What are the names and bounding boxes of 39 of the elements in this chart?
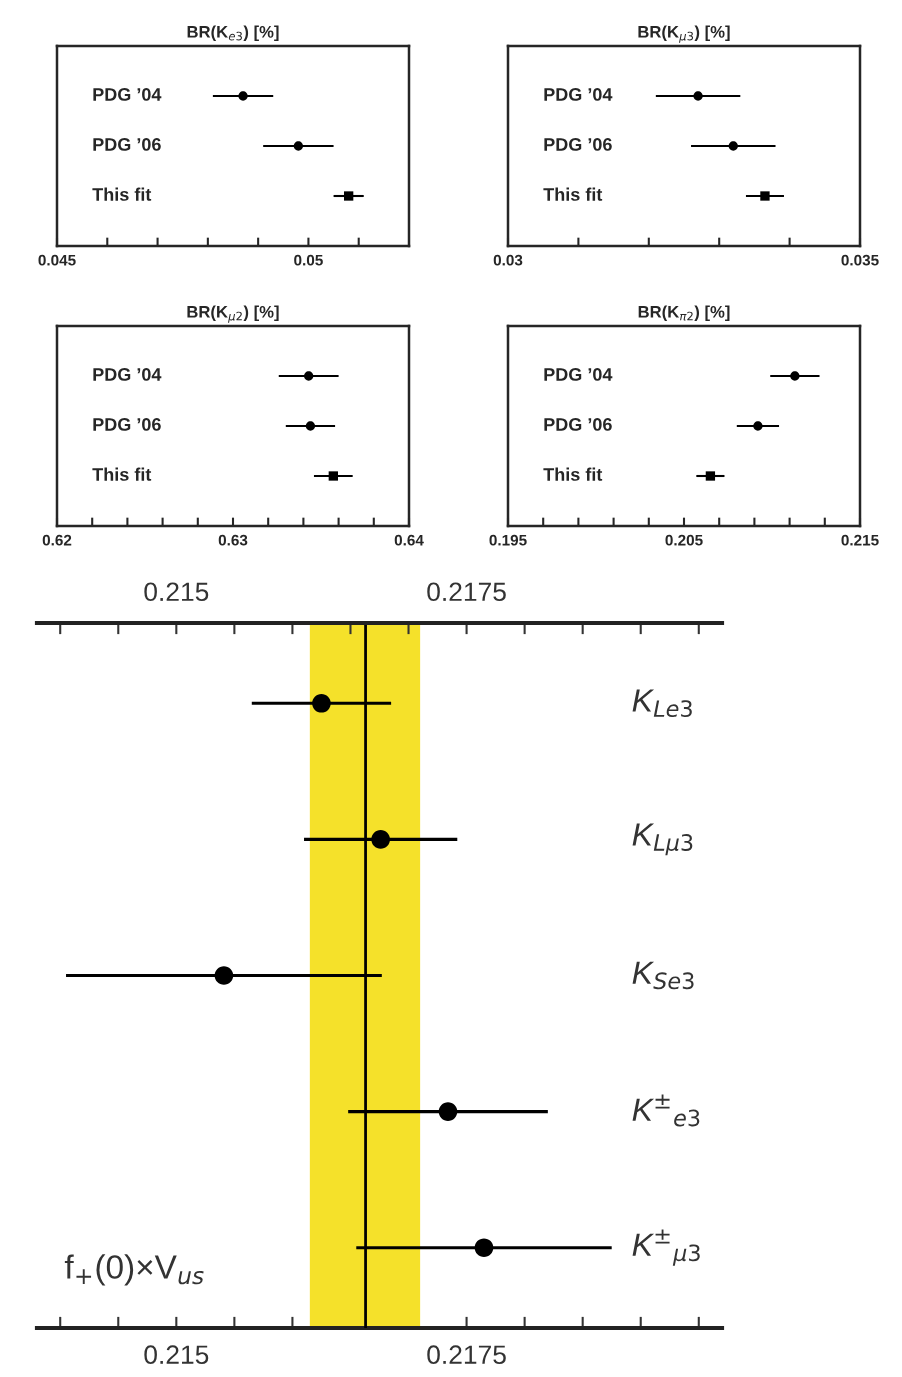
- y-tick-label: This fit: [543, 467, 603, 481]
- y-tick-label: This fit: [92, 187, 152, 201]
- y-tick-label: K$^{±}$$_{μ3}$: [632, 1229, 700, 1266]
- annotation: f$_{+}$(0)×V$_{us}$: [64, 1254, 204, 1286]
- x-tick-label: 0.62: [42, 534, 72, 546]
- chart-title: BR(K$_{μ3}$) [%]: [638, 25, 730, 43]
- y-tick-label: PDG ’04: [544, 368, 613, 381]
- y-tick-label: K$^{±}$$_{e3}$: [632, 1094, 700, 1127]
- x-tick-label: 0.195: [489, 534, 527, 546]
- y-tick-label: PDG ’06: [93, 138, 161, 151]
- x-tick-label: 0.03: [493, 254, 523, 266]
- chart-title: BR(K$_{μ2}$) [%]: [187, 305, 279, 323]
- point: [214, 966, 234, 985]
- point: [438, 1102, 458, 1121]
- chart-title: BR(K$_{π2}$) [%]: [638, 305, 730, 322]
- y-tick-label: PDG ’04: [544, 88, 613, 101]
- x-tick-label: 0.215: [841, 534, 879, 546]
- x-tick-label: 0.035: [841, 254, 879, 266]
- x-tick-label: 0.64: [394, 534, 424, 546]
- x2-tick-label: 0.2175: [427, 1345, 506, 1365]
- x2-tick-label: 0.215: [144, 1345, 209, 1365]
- point: [474, 1238, 494, 1258]
- y-tick-label: This fit: [543, 187, 603, 201]
- y-tick-label: K$_{Lμ3}$: [632, 823, 693, 856]
- point: [371, 830, 390, 849]
- point: [312, 693, 331, 713]
- y-tick-label: K$_{Le3}$: [632, 689, 692, 718]
- x-tick-label: 0.045: [38, 254, 76, 266]
- y-tick-label: K$_{Se3}$: [632, 961, 694, 990]
- x-tick-label: 0.05: [294, 254, 323, 266]
- y-tick-label: PDG ’06: [544, 418, 612, 431]
- y-tick-label: PDG ’06: [544, 138, 612, 151]
- y-tick-label: PDG ’04: [93, 368, 162, 381]
- chart-title: BR(K$_{e3}$) [%]: [187, 25, 279, 42]
- y-tick-label: This fit: [92, 467, 152, 481]
- y-tick-label: PDG ’06: [93, 418, 161, 431]
- y-tick-label: PDG ’04: [93, 88, 162, 101]
- x-tick-label: 0.63: [218, 534, 248, 546]
- x-tick-label: 0.205: [665, 534, 703, 546]
